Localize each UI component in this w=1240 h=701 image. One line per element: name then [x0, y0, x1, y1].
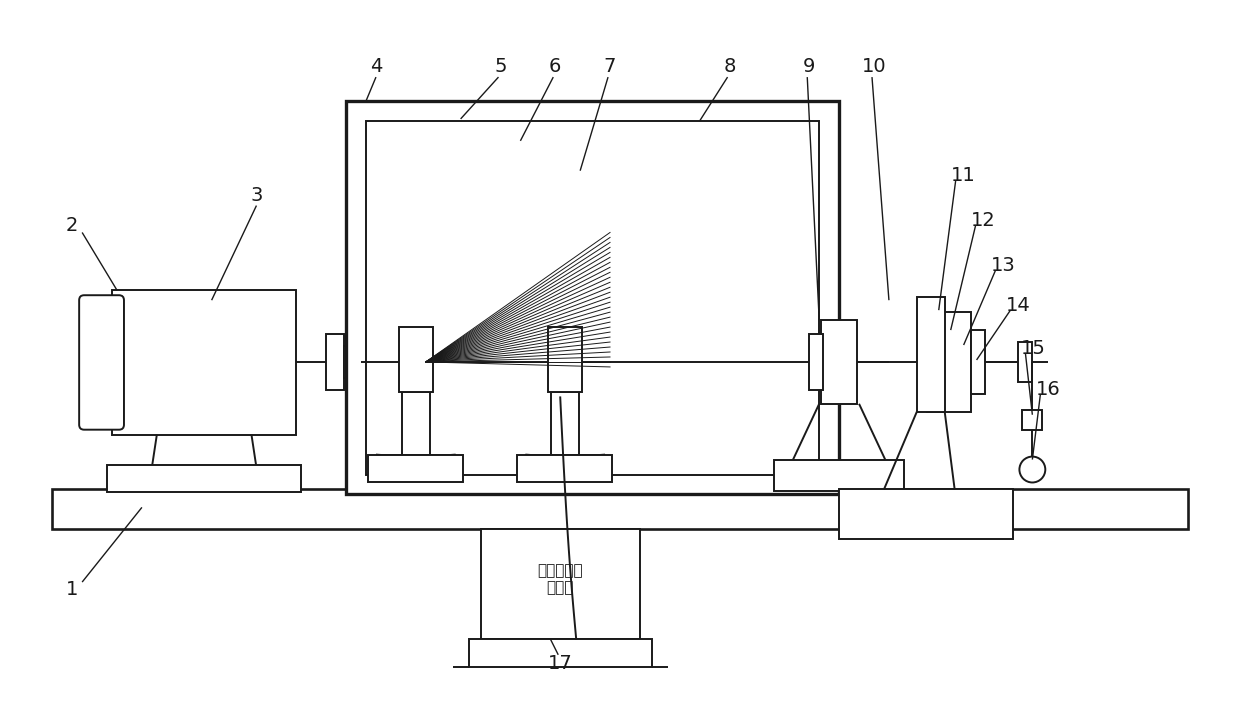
Text: 1: 1	[66, 580, 78, 599]
Text: 17: 17	[548, 654, 573, 673]
Bar	[326, 334, 343, 390]
Bar	[399, 327, 433, 392]
Bar	[52, 489, 1188, 529]
Text: 15: 15	[1021, 339, 1045, 358]
Bar	[775, 460, 904, 491]
Bar	[394, 337, 414, 387]
Text: 3: 3	[250, 186, 263, 205]
Bar	[517, 454, 613, 482]
Text: 11: 11	[951, 166, 976, 185]
Bar	[107, 465, 301, 492]
Text: 16: 16	[1035, 381, 1060, 400]
Text: 6: 6	[549, 57, 562, 76]
Text: 5: 5	[495, 57, 507, 76]
Bar	[346, 101, 839, 494]
Bar	[481, 529, 640, 639]
Text: 2: 2	[66, 216, 78, 235]
Bar	[971, 330, 985, 394]
Bar	[1018, 342, 1033, 382]
Bar	[368, 454, 463, 482]
Bar	[926, 312, 971, 411]
Bar	[435, 330, 458, 394]
Text: 7: 7	[604, 57, 616, 76]
Bar	[839, 489, 1013, 539]
Bar	[552, 392, 579, 456]
Bar	[402, 392, 430, 456]
Bar	[821, 320, 857, 404]
Text: 8: 8	[723, 57, 735, 76]
Text: 14: 14	[1006, 296, 1030, 315]
Bar	[548, 327, 582, 392]
FancyBboxPatch shape	[79, 295, 124, 430]
Bar	[366, 121, 820, 475]
Text: 12: 12	[971, 211, 996, 230]
Bar	[916, 297, 945, 411]
Bar	[112, 290, 296, 435]
Text: 13: 13	[991, 256, 1016, 275]
Bar	[810, 334, 823, 390]
Text: 10: 10	[862, 57, 887, 76]
Bar	[1023, 410, 1043, 430]
Polygon shape	[156, 435, 252, 470]
Text: 4: 4	[370, 57, 382, 76]
Bar	[343, 346, 356, 378]
Bar	[469, 639, 652, 667]
Text: 9: 9	[804, 57, 816, 76]
Text: 数据采集分
析系统: 数据采集分 析系统	[537, 563, 583, 595]
